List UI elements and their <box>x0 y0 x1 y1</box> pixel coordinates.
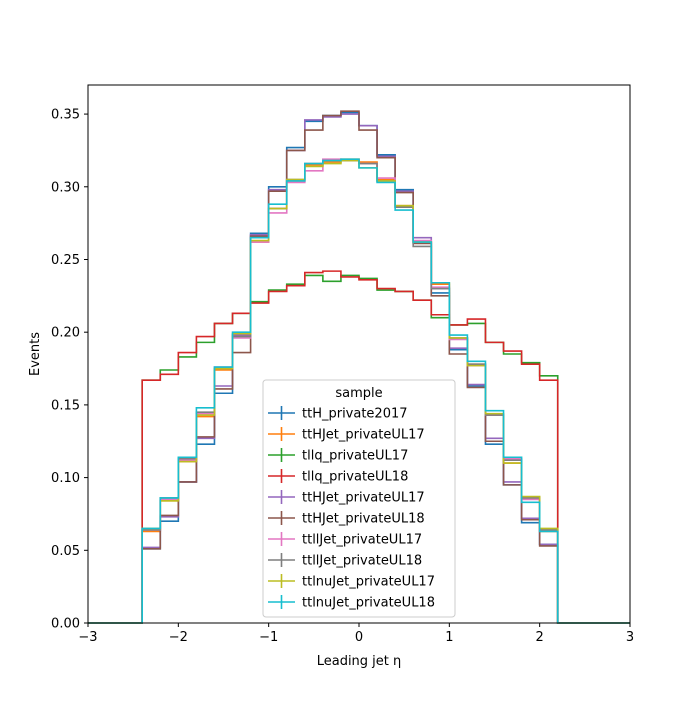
series-line-3 <box>88 270 630 624</box>
legend-label: tllq_privateUL18 <box>302 470 408 485</box>
y-tick-label: 0.15 <box>51 398 80 413</box>
x-tick-label: −2 <box>169 630 188 645</box>
legend-label: ttllJet_privateUL17 <box>302 533 422 548</box>
legend-entry: ttlnuJet_privateUL17 <box>268 574 435 590</box>
legend-label: ttHJet_privateUL17 <box>302 428 425 443</box>
y-tick-label: 0.20 <box>51 326 80 341</box>
x-axis-ticks: −3 −2 −1 0 1 2 3 <box>78 623 634 645</box>
legend-entry: tllq_privateUL17 <box>268 448 408 464</box>
legend-entry: ttHJet_privateUL17 <box>268 427 425 443</box>
series-line-9 <box>88 158 630 624</box>
y-axis-label: Events <box>28 332 43 376</box>
series-layer <box>88 110 630 624</box>
y-tick-label: 0.25 <box>51 253 80 268</box>
legend-entries: ttH_private2017 ttHJet_privateUL17 tllq_pr… <box>268 406 435 611</box>
y-axis-ticks: 0.00 0.05 0.10 0.15 0.20 0.25 0.30 0.35 <box>51 108 88 632</box>
y-tick-label: 0.35 <box>51 108 80 123</box>
y-tick-label: 0.30 <box>51 180 80 195</box>
legend-label: ttllJet_privateUL18 <box>302 554 422 569</box>
legend-entry: ttHJet_privateUL17 <box>268 490 425 506</box>
legend-label: tllq_privateUL17 <box>302 449 408 464</box>
x-tick-label: 0 <box>355 630 363 645</box>
y-tick-label: 0.10 <box>51 471 80 486</box>
legend-entry: tllq_privateUL18 <box>268 469 408 485</box>
legend-label: ttH_private2017 <box>302 407 408 422</box>
legend-entry: ttllJet_privateUL18 <box>268 553 422 569</box>
x-tick-label: −1 <box>259 630 278 645</box>
legend-label: ttHJet_privateUL17 <box>302 491 425 506</box>
x-axis-label: Leading jet η <box>317 654 402 669</box>
legend-label: ttHJet_privateUL18 <box>302 512 425 527</box>
y-tick-label: 0.05 <box>51 544 80 559</box>
x-tick-label: 1 <box>445 630 453 645</box>
x-tick-label: 3 <box>626 630 634 645</box>
legend-label: ttlnuJet_privateUL17 <box>302 575 435 590</box>
y-tick-label: 0.00 <box>51 617 80 632</box>
legend: sample ttH_private2017 ttHJet_privateUL17… <box>262 379 456 618</box>
series-line-5 <box>88 110 630 624</box>
legend-box <box>262 379 456 618</box>
legend-entry: ttlnuJet_privateUL18 <box>268 595 435 611</box>
legend-label: ttlnuJet_privateUL18 <box>302 596 435 611</box>
x-tick-label: −3 <box>78 630 97 645</box>
legend-entry: ttH_private2017 <box>268 406 408 422</box>
legend-entry: ttllJet_privateUL17 <box>268 532 422 548</box>
x-tick-label: 2 <box>536 630 544 645</box>
legend-entry: ttHJet_privateUL18 <box>268 511 425 527</box>
legend-title: sample <box>335 386 382 401</box>
